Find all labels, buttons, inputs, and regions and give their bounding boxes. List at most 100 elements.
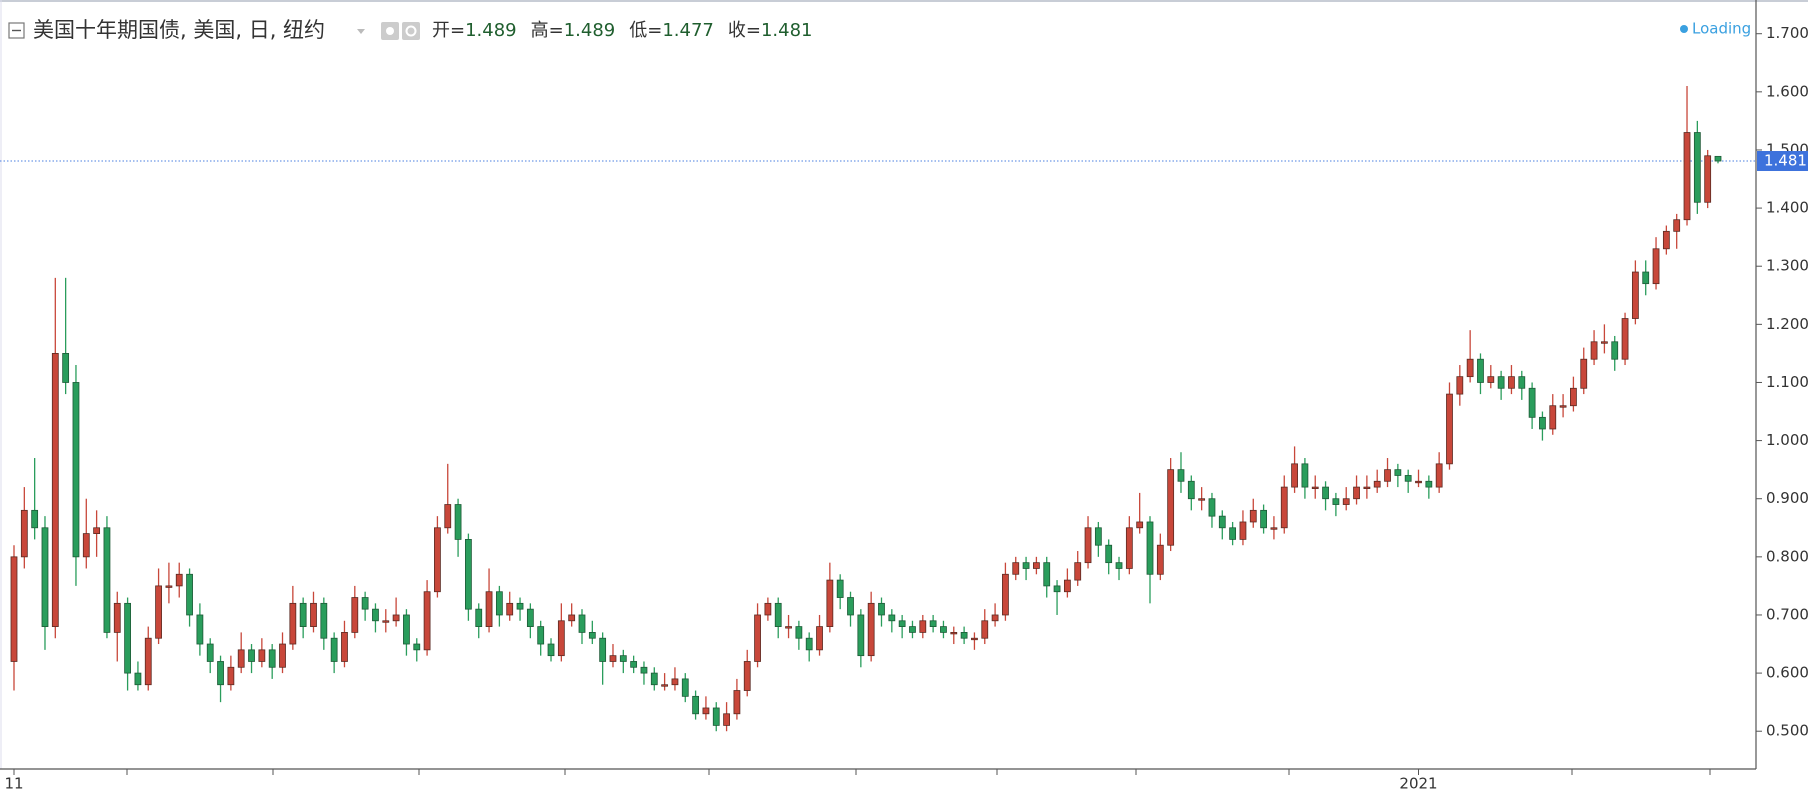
candle-body — [578, 614, 586, 633]
candle-body — [1518, 376, 1526, 389]
candle-body — [41, 527, 49, 627]
y-tick-label: 0.500 — [1766, 722, 1808, 740]
last-price-tag — [1757, 151, 1808, 172]
candle-body — [196, 614, 204, 645]
last-price-label: 1.481 — [1764, 152, 1807, 170]
candle-body — [1570, 387, 1577, 407]
candle-body — [1611, 341, 1619, 360]
candle-body — [1053, 585, 1061, 593]
candle-body — [351, 597, 359, 633]
ohlc-label: 开= — [432, 20, 465, 41]
candle-body — [1012, 562, 1020, 575]
candle-body — [681, 678, 689, 697]
ohlc-value: 1.477 — [662, 20, 714, 41]
candle-body — [72, 382, 80, 558]
candle-body — [764, 602, 772, 616]
candle-body — [619, 655, 627, 662]
candle-body — [733, 690, 741, 715]
y-tick-label: 1.400 — [1766, 199, 1808, 217]
candle-body — [485, 591, 493, 627]
candle-body — [1642, 271, 1650, 285]
candle-body — [475, 608, 483, 627]
candle-body — [134, 672, 142, 686]
candle-body — [1497, 376, 1505, 389]
candle-body — [568, 614, 576, 622]
candle-body — [1631, 271, 1639, 319]
candle-body — [465, 539, 472, 610]
candle-body — [909, 626, 916, 633]
candle-body — [1063, 579, 1071, 593]
candle-body — [1187, 480, 1195, 500]
candle-body — [289, 602, 297, 645]
ohlc-label: 高= — [531, 20, 564, 41]
y-tick-label: 1.000 — [1766, 431, 1808, 449]
candle-body — [392, 614, 400, 622]
candle-body — [1322, 486, 1329, 500]
candle-body — [506, 602, 514, 616]
candle-body — [867, 602, 875, 657]
candle-body — [878, 602, 885, 616]
x-tick-label: 2021 — [1399, 775, 1437, 793]
candle-body — [1528, 387, 1536, 418]
candle-body — [1146, 521, 1154, 575]
candle-body — [1477, 358, 1484, 383]
candle-body — [1714, 155, 1722, 162]
title-dropdown[interactable] — [357, 29, 365, 34]
ohlc-value: 1.489 — [465, 20, 517, 41]
y-tick-label: 0.700 — [1766, 605, 1808, 623]
candle-body — [1136, 521, 1144, 529]
candle-body — [1549, 405, 1557, 430]
candle-body — [826, 579, 834, 627]
candle-body — [382, 620, 390, 623]
candle-body — [1508, 376, 1515, 389]
candle-body — [1590, 341, 1598, 360]
candle-body — [20, 509, 28, 558]
candle-body — [1260, 509, 1267, 529]
candle-body — [1301, 463, 1309, 488]
candle-body — [1270, 527, 1278, 530]
settings-icon[interactable] — [402, 22, 420, 40]
ohlc-label: 收= — [728, 20, 761, 41]
candle-body — [661, 684, 669, 687]
candle-body — [31, 509, 39, 529]
y-tick-label: 1.100 — [1766, 373, 1808, 391]
candle-body — [175, 573, 183, 587]
candle-body — [1332, 498, 1340, 505]
candle-body — [495, 591, 503, 616]
candle-body — [1580, 358, 1588, 389]
eye-pupil — [386, 27, 394, 35]
candle-body — [248, 649, 255, 662]
ohlc-value: 1.489 — [564, 20, 616, 41]
settings-gear — [405, 25, 417, 37]
candle-body — [1673, 219, 1681, 232]
candle-body — [1539, 416, 1546, 430]
candle-body — [341, 632, 348, 662]
candle-body — [1394, 469, 1402, 476]
candle-body — [299, 602, 307, 627]
candle-body — [320, 602, 328, 639]
candle-body — [1156, 544, 1164, 575]
candle-body — [1094, 527, 1102, 546]
candle-body — [1291, 463, 1298, 488]
candle-body — [1704, 155, 1712, 203]
candle-body — [1218, 515, 1226, 529]
candle-body — [1022, 562, 1030, 569]
candle-body — [444, 504, 452, 529]
candle-body — [62, 353, 70, 383]
candle-body — [1239, 521, 1247, 540]
candle-body — [113, 602, 121, 633]
candle-body — [557, 620, 565, 657]
candle-body — [1425, 480, 1433, 488]
ohlc-label: 低= — [629, 20, 662, 41]
candle-body — [206, 643, 214, 662]
collapse-icon[interactable] — [8, 22, 25, 39]
ohlc-legend: 开=1.489 高=1.489 低=1.477 收=1.481 — [432, 20, 813, 41]
candle-body — [1446, 393, 1453, 465]
candle-body — [258, 649, 266, 662]
candle-body — [537, 626, 545, 645]
candle-body — [754, 614, 761, 662]
candle-body — [702, 707, 710, 715]
candle-body — [650, 672, 658, 686]
